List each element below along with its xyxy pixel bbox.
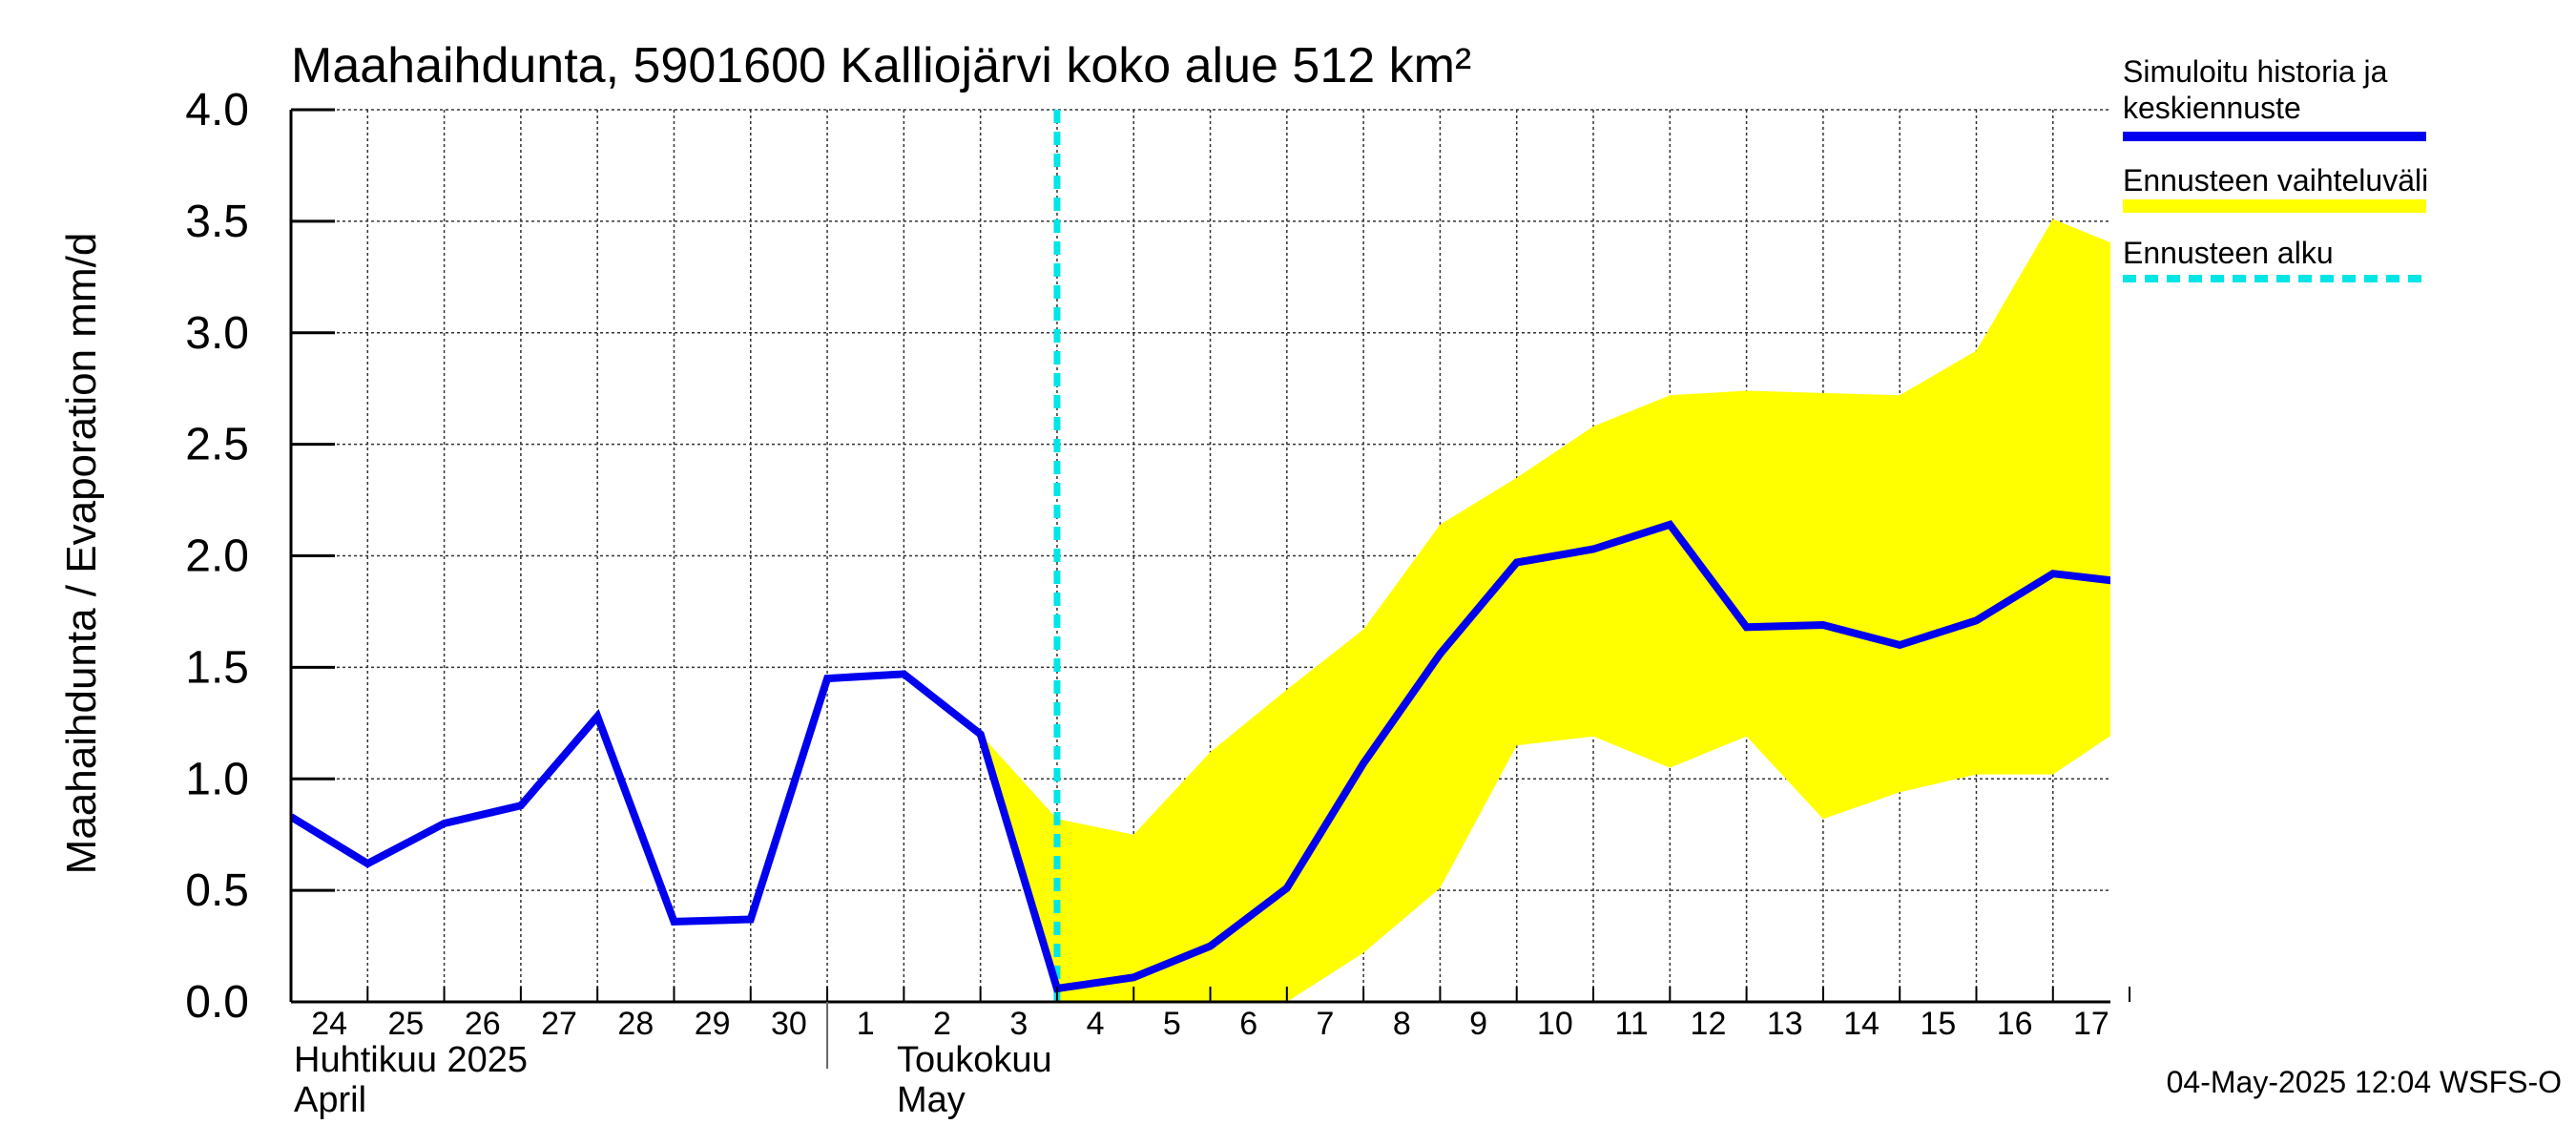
legend-label-range: Ennusteen vaihteluväli — [2123, 163, 2428, 198]
x-tick-label: 10 — [1537, 1006, 1573, 1042]
y-tick-label: 1.0 — [185, 754, 249, 804]
series-point — [1132, 976, 1134, 978]
x-tick-label: 1 — [857, 1006, 875, 1042]
series-point — [1210, 946, 1212, 947]
plot-area — [291, 109, 2130, 1002]
x-tick-label: 17 — [2073, 1006, 2109, 1042]
x-tick-label: 8 — [1393, 1006, 1411, 1042]
y-tick-label: 4.0 — [185, 85, 249, 135]
series-point — [1822, 624, 1824, 626]
x-tick-label: 2 — [933, 1006, 951, 1042]
x-tick-label: 26 — [465, 1006, 501, 1042]
series-point — [1362, 762, 1364, 764]
series-point — [520, 804, 522, 806]
month-label-may-fi: Toukokuu — [897, 1040, 1052, 1080]
x-tick-label: 12 — [1691, 1006, 1727, 1042]
series-group — [291, 110, 2130, 1002]
x-tick-label: 7 — [1317, 1006, 1335, 1042]
month-label-april-en: April — [294, 1080, 366, 1120]
series-point — [1516, 562, 1518, 564]
x-tick-label: 4 — [1087, 1006, 1105, 1042]
series-point — [444, 822, 446, 824]
x-tick-label: 5 — [1163, 1006, 1181, 1042]
series-point — [1439, 653, 1441, 655]
legend: Simuloitu historia ja keskiennuste Ennuste… — [2123, 54, 2428, 282]
x-tick-label: 25 — [388, 1006, 425, 1042]
x-tick-label: 3 — [1009, 1006, 1028, 1042]
x-tick-label: 13 — [1767, 1006, 1803, 1042]
series-point — [750, 919, 752, 921]
legend-label-forecast-start: Ennusteen alku — [2123, 236, 2334, 270]
x-tick-label: 16 — [1997, 1006, 2033, 1042]
x-tick-label: 28 — [617, 1006, 654, 1042]
month-label-april-fi: Huhtikuu 2025 — [294, 1040, 528, 1080]
series-point — [1899, 644, 1901, 646]
x-tick-label: 24 — [311, 1006, 347, 1042]
x-tick-label: 27 — [541, 1006, 577, 1042]
y-tick-label: 2.5 — [185, 420, 249, 470]
series-point — [596, 716, 598, 718]
x-tick-label: 11 — [1615, 1006, 1649, 1042]
series-point — [826, 677, 828, 679]
y-tick-label: 2.0 — [185, 531, 249, 582]
series-point — [1746, 626, 1748, 628]
series-point — [2129, 582, 2130, 583]
series-point — [1669, 524, 1671, 526]
y-tick-label: 3.0 — [185, 308, 249, 359]
axes: 0.00.51.01.52.02.53.03.54.024 25 26 27 28 29 3… — [185, 85, 2131, 1120]
x-tick-label: 14 — [1843, 1006, 1880, 1042]
series-point — [1286, 887, 1288, 889]
x-tick-label: 29 — [695, 1006, 731, 1042]
chart-title: Maahaihdunta, 5901600 Kalliojärvi koko a… — [291, 38, 1471, 94]
series-point — [2052, 572, 2054, 574]
y-tick-label: 3.5 — [185, 197, 249, 247]
footer-timestamp: 04-May-2025 12:04 WSFS-O — [2167, 1065, 2562, 1099]
y-tick-label: 0.0 — [185, 977, 249, 1028]
x-tick-label: 30 — [771, 1006, 807, 1042]
series-point — [673, 921, 675, 923]
series-point — [1592, 548, 1594, 550]
series-point — [1975, 619, 1977, 621]
x-tick-label: 6 — [1239, 1006, 1257, 1042]
x-tick-label: 9 — [1469, 1006, 1487, 1042]
y-tick-label: 1.5 — [185, 642, 249, 693]
forecast-range-band — [980, 219, 2110, 1002]
series-point — [980, 734, 982, 735]
x-tick-label: 15 — [1920, 1006, 1956, 1042]
month-label-may-en: May — [897, 1080, 966, 1120]
y-tick-label: 0.5 — [185, 865, 249, 916]
legend-label-simulated: Simuloitu historia ja keskiennuste — [2123, 54, 2388, 125]
y-axis-label: Maahaihdunta / Evaporation mm/d — [58, 233, 105, 875]
